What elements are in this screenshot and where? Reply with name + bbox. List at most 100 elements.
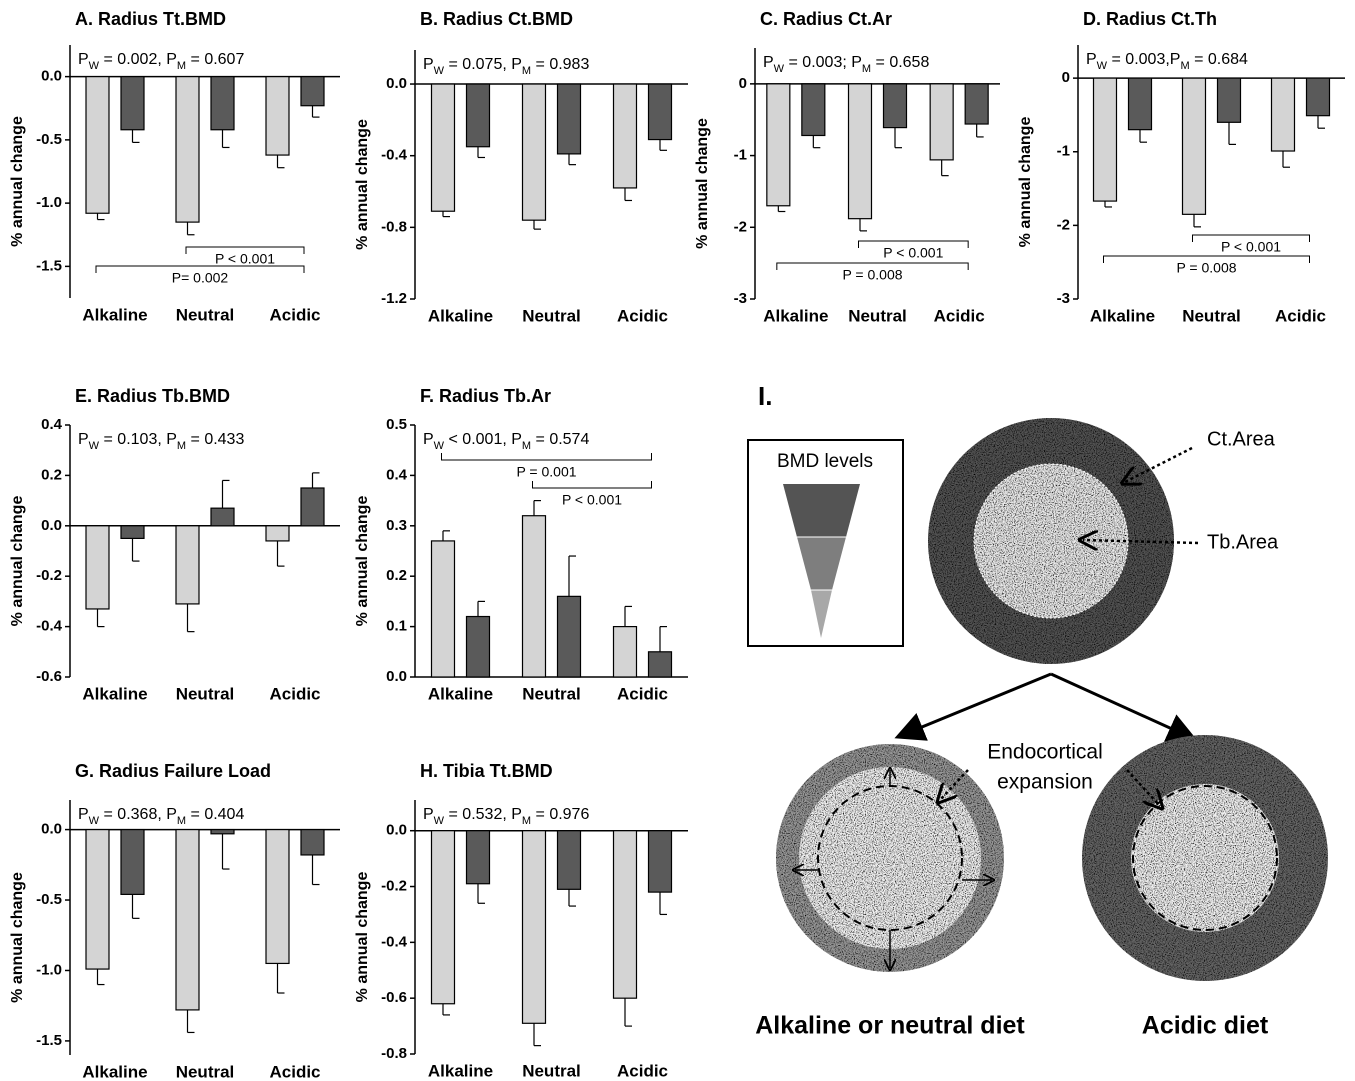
bmd-level (811, 590, 832, 638)
x-tick-label: Alkaline (428, 1061, 493, 1080)
bar (301, 77, 324, 106)
x-tick-label: Neutral (176, 684, 235, 703)
y-tick-label: -0.6 (381, 989, 407, 1006)
y-axis-label: % annual change (354, 496, 371, 627)
y-tick-label: 0.0 (386, 668, 407, 685)
figure: I. BMD levels Ct.Area Tb.Area Endocortic… (0, 0, 1355, 1081)
subtitle-part: W (434, 65, 445, 77)
y-tick-label: -1.0 (36, 194, 62, 211)
x-tick-label: Acidic (269, 305, 320, 324)
bar (558, 596, 581, 677)
y-tick-label: -0.2 (381, 877, 407, 894)
y-tick-label: 0.0 (41, 821, 62, 838)
subtitle-part: W (434, 815, 445, 827)
x-tick-label: Acidic (269, 1062, 320, 1081)
y-tick-label: 0.3 (386, 517, 407, 534)
bar (432, 84, 455, 211)
x-tick-label: Neutral (522, 684, 581, 703)
bar (614, 831, 637, 998)
x-tick-label: Alkaline (82, 1062, 147, 1081)
ct-area-label: Ct.Area (1207, 428, 1276, 450)
y-tick-label: -0.8 (381, 1045, 407, 1062)
y-tick-label: 0.2 (386, 567, 407, 584)
subtitle-part: M (522, 815, 531, 827)
y-tick-label: -0.4 (36, 618, 63, 635)
bar (432, 831, 455, 1004)
expansion-label: expansion (997, 771, 1093, 794)
subtitle: PW = 0.002, PM = 0.607 (78, 51, 244, 72)
caption: Alkaline or neutral diet (755, 1012, 1025, 1040)
y-tick-label: -0.5 (36, 131, 62, 148)
bar (301, 830, 324, 855)
y-tick-label: -1.0 (36, 961, 62, 978)
x-tick-label: Acidic (269, 684, 320, 703)
bar (558, 831, 581, 890)
panel-label: I. (758, 381, 772, 411)
y-tick-label: 0.0 (386, 75, 407, 92)
x-tick-label: Alkaline (1090, 306, 1155, 325)
bar (614, 84, 637, 188)
arrow (900, 674, 1051, 736)
x-tick-label: Acidic (934, 306, 985, 325)
subtitle-part: = 0.002, P (99, 51, 177, 68)
subtitle-part: P (78, 51, 89, 68)
bar (523, 84, 546, 220)
bar (176, 830, 199, 1010)
y-axis-label: % annual change (9, 116, 26, 247)
y-axis-label: % annual change (9, 496, 26, 627)
significance-bracket (533, 481, 652, 488)
y-axis-label: % annual change (9, 872, 26, 1003)
subtitle-part: M (862, 63, 871, 75)
subtitle-part: M (177, 60, 186, 72)
x-tick-label: Alkaline (82, 684, 147, 703)
bar (1183, 78, 1206, 214)
chart-title: H. Tibia Tt.BMD (420, 761, 553, 781)
subtitle-part: M (1180, 60, 1189, 72)
significance-label: P < 0.001 (1221, 239, 1281, 255)
y-tick-label: 0.5 (386, 416, 407, 433)
bar (266, 526, 289, 541)
subtitle-part: P (423, 806, 434, 823)
bone-trabecular (1131, 784, 1279, 932)
bar (86, 526, 109, 609)
subtitle-part: P (78, 431, 89, 448)
x-tick-label: Neutral (522, 306, 581, 325)
x-tick-label: Neutral (176, 1062, 235, 1081)
x-tick-label: Acidic (617, 306, 668, 325)
y-tick-label: 0.0 (41, 68, 62, 85)
subtitle-part: = 0.658 (871, 54, 929, 71)
x-tick-label: Acidic (1275, 306, 1326, 325)
y-tick-label: -3 (1057, 290, 1070, 307)
y-tick-label: -2 (734, 218, 747, 235)
subtitle-part: P (423, 56, 434, 73)
y-tick-label: 0.4 (41, 416, 63, 433)
bar (523, 516, 546, 677)
bar (176, 526, 199, 604)
subtitle-part: W (89, 60, 100, 72)
y-axis-label: % annual change (354, 119, 371, 250)
y-tick-label: -0.2 (36, 567, 62, 584)
bar (467, 831, 490, 884)
bar (301, 488, 324, 526)
subtitle-part: P (423, 431, 434, 448)
subtitle: PW = 0.075, PM = 0.983 (423, 56, 589, 77)
caption: Acidic diet (1142, 1012, 1269, 1040)
bar (649, 831, 672, 892)
bar (432, 541, 455, 677)
bar (767, 84, 790, 206)
y-tick-label: -2 (1057, 216, 1070, 233)
significance-label: P < 0.001 (562, 492, 622, 508)
subtitle-part: = 0.075, P (444, 56, 522, 73)
significance-label: P = 0.008 (842, 267, 902, 283)
significance-label: P < 0.001 (215, 251, 275, 267)
bar (802, 84, 825, 136)
bar (884, 84, 907, 128)
chart-panel: B. Radius Ct.BMDPW = 0.075, PM = 0.983% … (354, 9, 688, 326)
subtitle-part: = 0.103, P (99, 431, 177, 448)
subtitle-part: W (434, 440, 445, 452)
bar (649, 84, 672, 140)
subtitle-part: = 0.433 (186, 431, 244, 448)
arrow (1051, 674, 1192, 738)
